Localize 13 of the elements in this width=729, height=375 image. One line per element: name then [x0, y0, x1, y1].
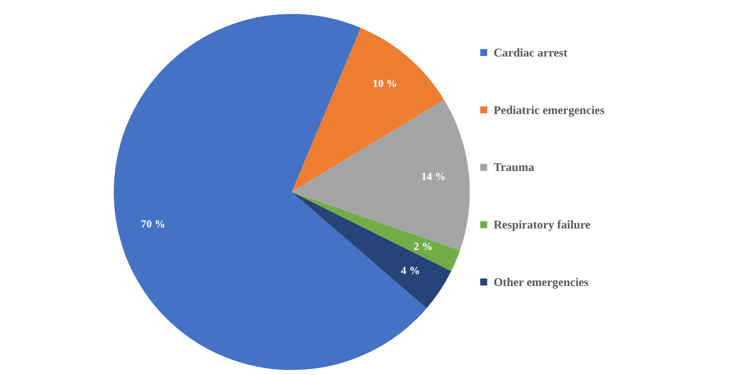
- pie-slice: [292, 28, 444, 192]
- legend-label: Pediatric emergencies: [494, 102, 605, 117]
- legend-label: Other emergencies: [494, 274, 589, 289]
- data-label: 2 %: [414, 241, 433, 254]
- legend-label: Trauma: [494, 160, 534, 174]
- pie-slice: [292, 100, 470, 251]
- pie-slice: [292, 192, 452, 308]
- legend-label: Cardiac arrest: [494, 45, 568, 60]
- data-label: 4 %: [400, 264, 420, 277]
- data-label: 14 %: [421, 171, 446, 184]
- legend-label: Respiratory failure: [494, 218, 591, 232]
- data-label: 70 %: [140, 218, 166, 230]
- data-label: 10 %: [372, 78, 398, 90]
